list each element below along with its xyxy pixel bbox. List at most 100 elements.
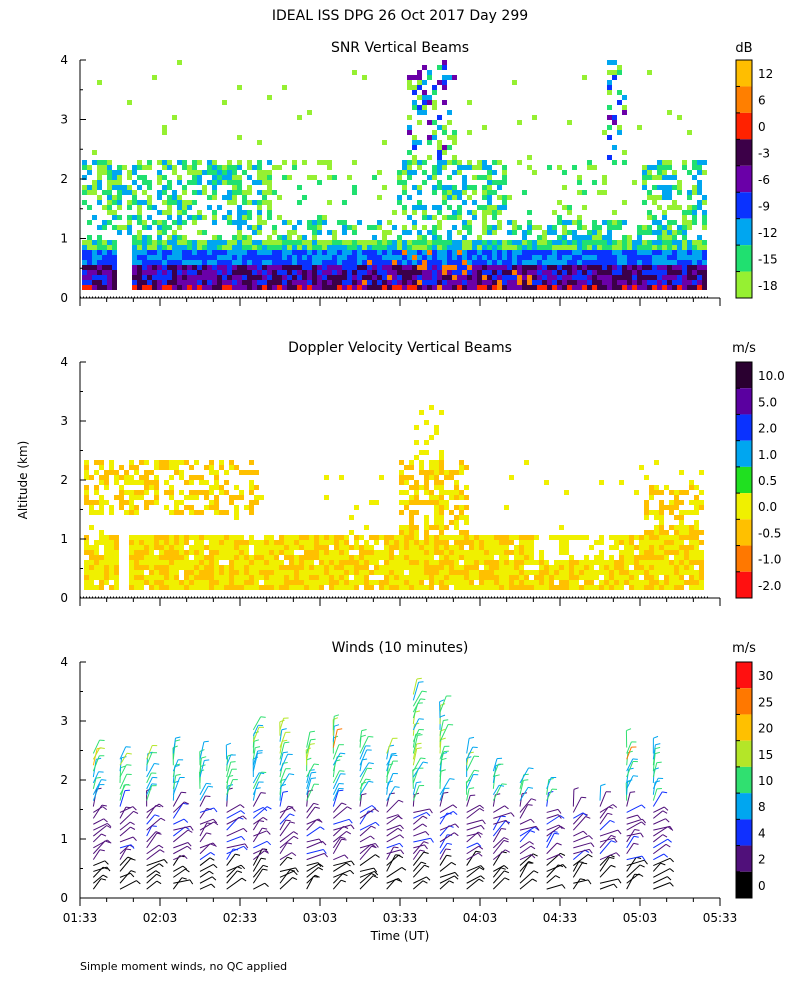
velocity-cell	[134, 535, 139, 540]
velocity-cell	[354, 505, 359, 510]
velocity-cell	[464, 585, 469, 590]
snr-cell	[422, 205, 427, 210]
velocity-cell	[264, 580, 269, 585]
wind-barb-shaft	[412, 849, 421, 860]
velocity-cell	[679, 545, 684, 550]
snr-cell	[467, 265, 472, 270]
velocity-cell	[169, 510, 174, 515]
wind-barb-flag	[443, 719, 449, 721]
snr-cell	[632, 285, 637, 290]
wind-barb-shaft	[119, 858, 132, 872]
velocity-cell	[449, 570, 454, 575]
snr-cell	[237, 135, 242, 140]
snr-cell	[592, 250, 597, 255]
velocity-cell	[394, 585, 399, 590]
wind-barb-shaft	[199, 741, 205, 760]
snr-cell	[272, 270, 277, 275]
snr-cell	[562, 280, 567, 285]
wind-barb-flag	[582, 830, 588, 835]
wind-barb-flag	[454, 875, 459, 880]
velocity-cell	[124, 510, 129, 515]
wind-barb-shaft	[146, 873, 157, 884]
snr-cell	[262, 255, 267, 260]
snr-cell	[427, 275, 432, 280]
velocity-cell	[84, 490, 89, 495]
wind-barb-shaft	[119, 844, 132, 849]
snr-cell	[692, 260, 697, 265]
snr-cell	[252, 240, 257, 245]
snr-cell	[572, 280, 577, 285]
velocity-cell	[334, 545, 339, 550]
wind-barb-flag	[558, 824, 563, 830]
snr-cell	[602, 270, 607, 275]
snr-cell	[232, 265, 237, 270]
wind-barb-flag	[627, 750, 633, 754]
velocity-cell	[189, 510, 194, 515]
velocity-cell	[194, 495, 199, 500]
velocity-cell	[639, 560, 644, 565]
velocity-cell	[679, 555, 684, 560]
snr-cell	[377, 170, 382, 175]
snr-cell	[552, 250, 557, 255]
snr-cell	[617, 275, 622, 280]
wind-barb-shaft	[119, 836, 134, 843]
snr-cell	[167, 235, 172, 240]
snr-cell	[247, 240, 252, 245]
velocity-cell	[424, 500, 429, 505]
velocity-cell	[139, 575, 144, 580]
velocity-cell	[549, 575, 554, 580]
velocity-cell	[109, 570, 114, 575]
colorbar-swatch	[736, 218, 752, 246]
snr-cell	[387, 265, 392, 270]
snr-cell	[507, 285, 512, 290]
velocity-cell	[639, 570, 644, 575]
snr-cell	[642, 255, 647, 260]
wind-barb-shaft	[653, 882, 671, 890]
snr-cell	[502, 240, 507, 245]
snr-cell	[132, 280, 137, 285]
velocity-cell	[574, 560, 579, 565]
snr-cell	[347, 225, 352, 230]
velocity-cell	[564, 550, 569, 555]
velocity-cell	[319, 535, 324, 540]
velocity-cell	[199, 490, 204, 495]
velocity-cell	[659, 505, 664, 510]
snr-cell	[532, 255, 537, 260]
snr-cell	[107, 175, 112, 180]
velocity-cell	[694, 550, 699, 555]
velocity-cell	[154, 545, 159, 550]
snr-cell	[532, 265, 537, 270]
velocity-cell	[209, 555, 214, 560]
snr-cell	[372, 250, 377, 255]
velocity-cell	[154, 535, 159, 540]
snr-cell	[322, 250, 327, 255]
snr-cell	[237, 255, 242, 260]
snr-cell	[242, 275, 247, 280]
velocity-cell	[364, 575, 369, 580]
snr-cell	[157, 210, 162, 215]
snr-cell	[452, 140, 457, 145]
snr-cell	[452, 155, 457, 160]
wind-barb-flag	[422, 823, 427, 828]
velocity-cell	[689, 555, 694, 560]
wind-barb-shaft	[519, 798, 532, 813]
snr-cell	[522, 265, 527, 270]
snr-cell	[182, 165, 187, 170]
snr-cell	[417, 190, 422, 195]
wind-barb-shaft	[652, 762, 658, 778]
wind-barb-flag	[397, 827, 403, 832]
wind-barb-flag	[126, 764, 132, 766]
velocity-cell	[439, 410, 444, 415]
velocity-cell	[169, 460, 174, 465]
velocity-cell	[84, 535, 89, 540]
velocity-cell	[464, 560, 469, 565]
velocity-cell	[84, 565, 89, 570]
velocity-cell	[644, 505, 649, 510]
velocity-cell	[509, 475, 514, 480]
velocity-cell	[169, 490, 174, 495]
snr-cell	[427, 100, 432, 105]
wind-barb-flag	[663, 806, 669, 811]
wind-barb-shaft	[519, 853, 534, 866]
wind-barb-shaft	[332, 773, 341, 790]
velocity-cell	[219, 490, 224, 495]
